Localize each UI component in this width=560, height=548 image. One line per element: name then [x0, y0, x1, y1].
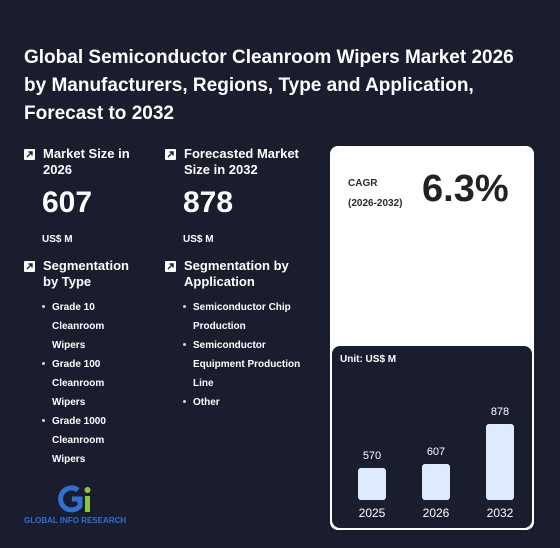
arrow-icon — [24, 149, 35, 160]
bar-value-label: 607 — [426, 446, 446, 458]
cagr-card: CAGR (2026-2032) 6.3% Unit: US$ M 570 202… — [330, 146, 534, 530]
segmentation-type-label: Segmentation by Type — [43, 258, 129, 289]
forecast-header: Forecasted Market Size in 2032 — [165, 146, 319, 178]
bar-category-label: 2032 — [486, 506, 514, 520]
chart-bar — [422, 464, 450, 500]
bar-category-label: 2025 — [358, 506, 386, 520]
forecast-unit: US$ M — [183, 234, 214, 245]
logo: GLOBAL INFO RESEARCH — [24, 484, 144, 530]
chart-bar — [358, 468, 386, 500]
page-title: Global Semiconductor Cleanroom Wipers Ma… — [24, 47, 514, 124]
bar-value-label: 878 — [490, 406, 510, 418]
type-list: Grade 10 Cleanroom Wipers Grade 100 Clea… — [42, 298, 122, 469]
cagr-title: CAGR — [348, 178, 378, 189]
list-item: Semiconductor Equipment Production Line — [183, 336, 318, 393]
market-size-unit: US$ M — [42, 234, 73, 245]
cagr-value: 6.3% — [422, 168, 509, 210]
market-size-label: Market Size in 2026 — [43, 146, 130, 177]
chart-unit-label: Unit: US$ M — [340, 354, 397, 365]
list-item: Other — [183, 393, 318, 412]
bar-chart: Unit: US$ M 570 2025 607 2026 878 2032 — [332, 346, 532, 528]
list-item: Grade 1000 Cleanroom Wipers — [42, 412, 122, 469]
application-list: Semiconductor Chip Production Semiconduc… — [183, 298, 318, 412]
arrow-icon — [165, 261, 176, 272]
list-item: Semiconductor Chip Production — [183, 298, 318, 336]
logo-mark-icon — [58, 485, 91, 513]
logo-text: GLOBAL INFO RESEARCH — [24, 516, 127, 525]
list-item: Grade 10 Cleanroom Wipers — [42, 298, 122, 355]
forecast-value: 878 — [183, 186, 234, 219]
chart-bar — [486, 424, 514, 500]
segmentation-application-label: Segmentation by Application — [184, 258, 289, 289]
arrow-icon — [165, 149, 176, 160]
cagr-label: CAGR (2026-2032) — [348, 174, 402, 214]
arrow-icon — [24, 261, 35, 272]
segmentation-type-header: Segmentation by Type — [24, 258, 138, 290]
list-item: Grade 100 Cleanroom Wipers — [42, 355, 122, 412]
segmentation-application-header: Segmentation by Application — [165, 258, 294, 290]
market-size-header: Market Size in 2026 — [24, 146, 138, 178]
market-size-value: 607 — [42, 186, 93, 219]
forecast-label: Forecasted Market Size in 2032 — [184, 146, 299, 177]
cagr-period: (2026-2032) — [348, 198, 403, 209]
bar-value-label: 570 — [362, 450, 382, 462]
bar-category-label: 2026 — [422, 506, 450, 520]
